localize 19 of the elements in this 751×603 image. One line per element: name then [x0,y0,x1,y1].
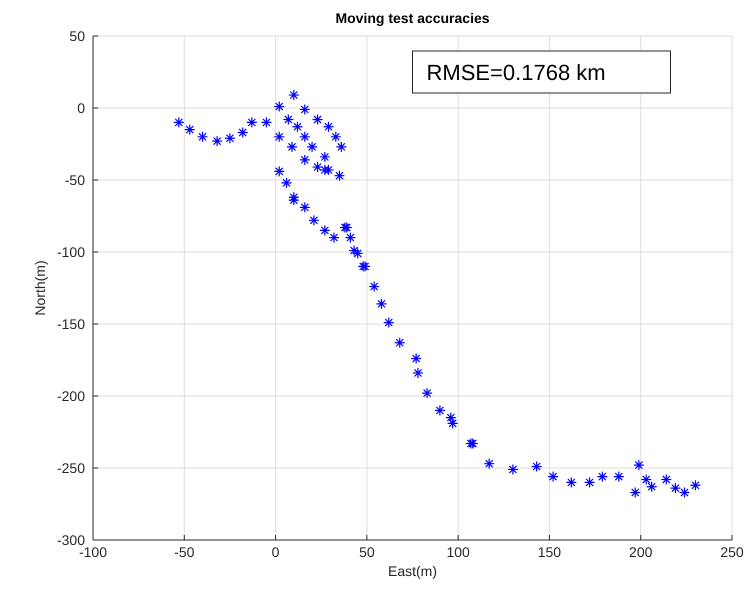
x-tick-label: 100 [446,544,470,560]
x-tick-label: -50 [174,544,195,560]
y-tick-label: 0 [77,100,86,116]
y-tick-label: -50 [64,172,86,188]
x-tick-label: 250 [720,544,744,560]
x-tick-label: 150 [538,544,562,560]
chart-title: Moving test accuracies [335,10,490,26]
y-axis-title: North(m) [32,260,48,316]
x-tick-label: 0 [272,544,280,560]
x-tick-label: 50 [359,544,375,560]
y-tick-label: -200 [56,388,86,404]
x-tick-label: 200 [629,544,653,560]
y-tick-label: -150 [56,316,86,332]
x-axis-title: East(m) [388,563,437,579]
y-tick-label: -300 [56,532,86,548]
y-tick-label: 50 [69,28,86,44]
annotation: RMSE=0.1768 km [426,60,606,85]
y-tick-label: -250 [56,460,86,476]
y-tick-label: -100 [56,244,86,260]
